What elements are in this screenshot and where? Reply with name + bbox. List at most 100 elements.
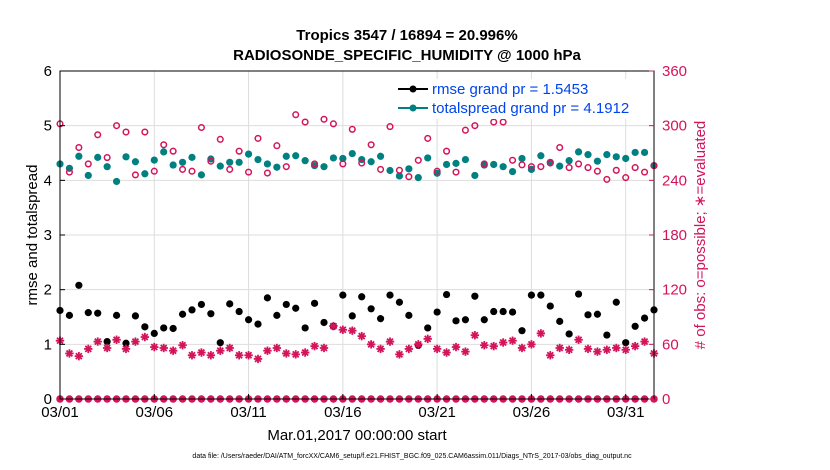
totalspread-point — [622, 154, 630, 163]
rmse-point — [631, 322, 639, 330]
rmse-point — [282, 300, 290, 309]
totalspread-point — [348, 149, 356, 158]
obs-evaluated-point — [74, 351, 84, 361]
totalspread-point — [376, 152, 385, 160]
rmse-point — [499, 307, 507, 316]
grid — [59, 70, 654, 400]
rmse-point — [367, 305, 375, 313]
obs-possible-point — [160, 141, 168, 149]
totalspread-point — [131, 158, 140, 166]
legend: rmse grand pr = 1.5453 totalspread grand… — [394, 79, 652, 119]
obs-evaluated-point — [489, 341, 498, 351]
rmse-point — [508, 308, 517, 316]
totalspread-point — [310, 161, 319, 170]
rmse-point — [254, 320, 262, 328]
obs-evaluated-point — [508, 336, 517, 345]
obs-evaluated-point — [470, 331, 480, 340]
obs-evaluated-point — [602, 345, 612, 354]
obs-evaluated-point — [329, 321, 338, 331]
obs-possible-point — [141, 128, 149, 136]
obs-possible-point — [452, 168, 460, 176]
obs-possible-point — [188, 167, 196, 175]
y-left-tick-label: 5 — [44, 118, 52, 135]
rmse-point — [150, 329, 158, 337]
obs-possible-point — [395, 166, 403, 174]
totalspread-point — [84, 171, 92, 180]
totalspread-point — [75, 152, 83, 160]
totalspread-point — [301, 157, 309, 165]
totalspread-point — [593, 157, 602, 165]
rmse-point — [452, 317, 460, 325]
obs-possible-point — [254, 134, 262, 142]
rmse-point — [574, 290, 583, 298]
totalspread-point — [141, 170, 149, 178]
totalspread-point — [414, 174, 422, 182]
obs-possible-point — [65, 168, 73, 176]
obs-evaluated-point — [159, 343, 168, 353]
obs-evaluated-point — [498, 338, 508, 347]
y-left-tick-label: 4 — [44, 172, 52, 189]
legend-rmse-label: rmse grand pr = 1.5453 — [432, 81, 588, 98]
obs-evaluated-point — [414, 340, 423, 349]
totalspread-point — [461, 155, 470, 164]
totalspread-point — [226, 158, 234, 166]
obs-evaluated-point — [187, 351, 197, 360]
obs-evaluated-point — [621, 345, 630, 354]
obs-evaluated-point — [395, 350, 404, 359]
totalspread-point — [320, 163, 328, 171]
totalspread-point — [386, 166, 394, 175]
obs-possible-point — [461, 126, 469, 134]
chart-title-line2: RADIOSONDE_SPECIFIC_HUMIDITY @ 1000 hPa — [233, 47, 581, 64]
obs-evaluated-point — [564, 345, 574, 354]
rmse-point — [188, 306, 196, 314]
obs-possible-point — [377, 165, 385, 173]
y-right-tick-label: 240 — [662, 172, 687, 189]
totalspread-point — [631, 148, 639, 157]
totalspread-point — [490, 160, 498, 169]
obs-possible-point — [509, 156, 517, 164]
obs-possible-point — [179, 165, 187, 173]
rmse-point — [75, 281, 83, 289]
rmse-point — [160, 324, 168, 332]
obs-possible-point — [197, 123, 205, 132]
rmse-point — [320, 318, 328, 327]
totalspread-point — [584, 151, 592, 159]
obs-evaluated-point — [640, 337, 649, 346]
obs-evaluated-point — [253, 354, 263, 364]
rmse-point — [395, 298, 404, 306]
obs-evaluated-point — [112, 335, 121, 344]
rmse-point — [424, 324, 432, 332]
obs-possible-point — [113, 122, 121, 130]
obs-evaluated-point — [150, 342, 159, 352]
totalspread-point — [216, 162, 224, 170]
rmse-point — [244, 316, 253, 324]
totalspread-point — [103, 163, 111, 171]
rmse-point — [112, 311, 121, 319]
obs-possible-point — [94, 131, 102, 139]
y-left-tick-label: 3 — [44, 227, 52, 244]
rmse-point — [226, 300, 234, 308]
obs-evaluated-point — [140, 332, 150, 342]
obs-possible-point — [207, 157, 215, 165]
rmse-point — [65, 311, 74, 319]
totalspread-point — [556, 162, 564, 170]
totalspread-point — [508, 167, 517, 176]
obs-possible-point — [358, 159, 366, 167]
totalspread-point — [282, 152, 290, 160]
totalspread-point — [178, 158, 187, 166]
y-right-tick-label: 0 — [662, 391, 670, 408]
rmse-point — [103, 338, 111, 346]
x-tick-label: 03/31 — [607, 404, 645, 421]
rmse-point — [263, 294, 272, 302]
totalspread-point — [254, 155, 262, 164]
totalspread-point — [405, 165, 413, 173]
obs-possible-point — [386, 123, 394, 131]
obs-evaluated-point — [583, 344, 593, 354]
obs-possible-point — [405, 173, 413, 181]
rmse-point — [584, 311, 592, 319]
obs-possible-point — [216, 135, 224, 143]
rmse-point — [376, 315, 385, 323]
obs-possible-point — [320, 115, 328, 123]
rmse-point — [84, 309, 92, 317]
obs-possible-point — [263, 169, 271, 177]
